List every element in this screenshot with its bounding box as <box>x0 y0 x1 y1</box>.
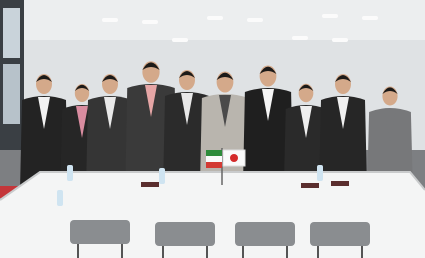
ceiling-light <box>142 20 158 24</box>
water-bottle <box>159 168 165 184</box>
flag-japan-sun <box>230 154 238 162</box>
water-bottle <box>317 165 323 181</box>
chair <box>235 222 295 246</box>
chair <box>310 222 370 246</box>
flag-green <box>206 150 222 156</box>
ceiling-light <box>102 18 118 22</box>
chair <box>155 222 215 246</box>
flag-white <box>206 156 222 162</box>
ceiling-light <box>247 18 263 22</box>
window-pane <box>3 64 20 124</box>
water-bottle <box>67 165 73 181</box>
ceiling-light <box>292 36 308 40</box>
water-bottle <box>57 190 63 206</box>
window-pane <box>3 8 20 58</box>
ceiling-light <box>207 16 223 20</box>
page: (() => { const data = JSON.parse(documen… <box>0 0 425 258</box>
ceiling-light <box>322 14 338 18</box>
ceiling-light <box>172 38 188 42</box>
name-card <box>331 181 349 186</box>
chair <box>70 220 130 244</box>
ceiling-light <box>362 16 378 20</box>
photo <box>0 0 425 258</box>
ceiling-light <box>332 38 348 42</box>
name-card <box>141 182 159 187</box>
flag-red <box>206 162 222 168</box>
name-card <box>301 183 319 188</box>
